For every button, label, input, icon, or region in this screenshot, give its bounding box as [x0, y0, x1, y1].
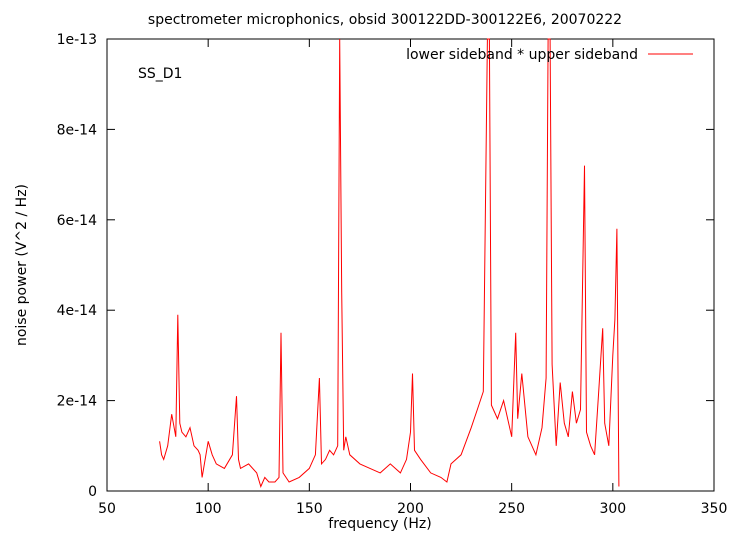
y-tick-label: 1e-13: [57, 32, 97, 48]
x-axis: 50 100 150 200 250 300 350: [98, 39, 727, 517]
x-tick-label: 150: [296, 501, 323, 517]
y-tick-label: 8e-14: [57, 122, 97, 138]
x-tick-label: 100: [195, 501, 222, 517]
series-layer: [159, 38, 620, 488]
y-tick-label: 2e-14: [57, 394, 97, 410]
legend: lower sideband * upper sideband: [406, 47, 693, 63]
x-tick-label: 250: [498, 501, 525, 517]
x-axis-label: frequency (Hz): [328, 516, 431, 532]
x-tick-label: 300: [599, 501, 626, 517]
chart-title: spectrometer microphonics, obsid 300122D…: [148, 12, 622, 28]
series-line: [159, 38, 620, 488]
x-tick-label: 200: [397, 501, 424, 517]
x-tick-label: 350: [701, 501, 728, 517]
chart-annotation: SS_D1: [138, 66, 182, 82]
y-axis-label: noise power (V^2 / Hz): [14, 184, 30, 346]
x-tick-label: 50: [98, 501, 116, 517]
legend-label: lower sideband * upper sideband: [406, 47, 638, 63]
y-tick-label: 4e-14: [57, 303, 97, 319]
y-axis: 0 2e-14 4e-14 6e-14 8e-14 1e-13: [57, 32, 714, 500]
y-tick-label: 6e-14: [57, 213, 97, 229]
y-tick-label: 0: [88, 484, 97, 500]
